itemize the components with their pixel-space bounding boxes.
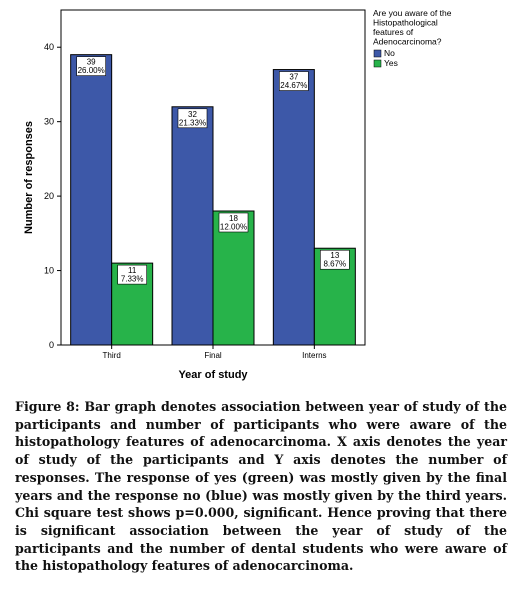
y-tick-label: 40 xyxy=(44,42,54,52)
legend-title-line: features of xyxy=(373,27,414,37)
x-tick-label: Interns xyxy=(302,351,326,360)
data-label-box xyxy=(218,212,249,233)
data-label-count: 11 xyxy=(128,266,137,275)
y-tick-label: 20 xyxy=(44,191,54,201)
legend-label-no: No xyxy=(384,48,395,58)
data-label-box xyxy=(76,56,106,76)
figure-caption: Figure 8: Bar graph denotes association … xyxy=(15,399,507,574)
bar-no-final xyxy=(171,106,214,346)
y-tick-label: 0 xyxy=(49,340,54,350)
data-label-percent: 21.33% xyxy=(179,118,206,127)
chart-svg: 0 10 20 30 40 Number of responses Year of stud… xyxy=(23,8,452,381)
legend-swatch-no xyxy=(373,49,382,58)
legend-title-line: Adenocarcinoma? xyxy=(373,37,442,47)
data-label-box xyxy=(117,264,147,285)
data-label-percent: 24.67% xyxy=(280,81,307,90)
x-tick-label: Third xyxy=(103,351,121,360)
data-label-box xyxy=(177,108,208,129)
legend-swatch-yes xyxy=(373,59,382,68)
legend-label-yes: Yes xyxy=(384,58,398,68)
legend-title-line: Histopathological xyxy=(373,18,438,28)
data-label-percent: 26.00% xyxy=(78,66,105,75)
legend-title-line: Are you aware of the xyxy=(373,8,452,18)
bar-chart: 0 10 20 30 40 Number of responses Year of stud… xyxy=(23,8,452,381)
data-label-percent: 7.33% xyxy=(121,275,144,284)
y-tick-label: 10 xyxy=(44,266,54,276)
data-label-percent: 12.00% xyxy=(220,223,247,232)
x-axis-label: Year of study xyxy=(178,369,248,381)
data-label-count: 18 xyxy=(229,214,238,223)
y-axis-label: Number of responses xyxy=(23,121,35,234)
data-label-percent: 8.67% xyxy=(323,260,346,269)
x-tick-label: Final xyxy=(204,351,222,360)
bar-no-interns xyxy=(272,69,315,346)
bar-no-third xyxy=(70,54,113,346)
data-label-box xyxy=(279,71,309,91)
data-label-count: 13 xyxy=(330,251,339,260)
bar-yes-final xyxy=(212,210,255,346)
data-label-box xyxy=(320,249,350,270)
data-label-count: 32 xyxy=(188,110,197,119)
data-label-count: 39 xyxy=(87,58,96,67)
y-tick-label: 30 xyxy=(44,117,54,127)
data-label-count: 37 xyxy=(289,73,298,82)
